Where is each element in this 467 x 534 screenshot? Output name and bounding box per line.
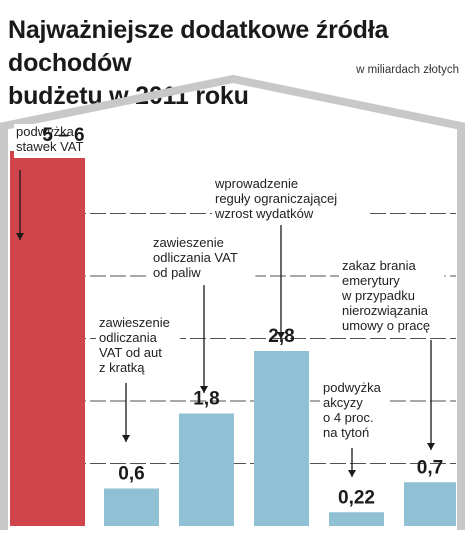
pointer-1-head <box>16 233 24 240</box>
unit-subtitle: w miliardach złotych <box>356 64 459 76</box>
category-label-4-line-1: wprowadzenie <box>214 176 298 191</box>
pointer-2-head <box>122 435 130 442</box>
label-bg-4 <box>212 176 368 225</box>
value-label-6: 0,7 <box>417 457 443 478</box>
label-bg-1 <box>14 124 91 158</box>
chart-frame <box>0 74 465 530</box>
category-label-6-line-2: emerytury <box>342 273 400 288</box>
category-label-2-line-2: odliczania <box>99 330 158 345</box>
category-label-1-line-1: podwyżka <box>16 124 75 139</box>
bar-4 <box>254 351 309 526</box>
label-bg-3 <box>150 235 256 284</box>
category-label-4-line-3: wzrost wydatków <box>214 206 314 221</box>
category-label-2-line-1: zawieszenie <box>99 315 170 330</box>
category-label-2-line-4: z kratką <box>99 360 145 375</box>
category-label-6-line-1: zakaz brania <box>342 258 416 273</box>
category-label-5-line-1: podwyżka <box>323 380 382 395</box>
bar-3 <box>179 413 234 526</box>
category-label-3-line-2: odliczania VAT <box>153 250 238 265</box>
bar-5 <box>329 512 384 526</box>
category-label-5-line-4: na tytoń <box>323 425 369 440</box>
label-bg-2 <box>96 315 181 379</box>
category-label-5-line-2: akcyzy <box>323 395 363 410</box>
bar-2 <box>104 488 159 526</box>
category-label-6-line-5: umowy o pracę <box>342 318 430 333</box>
pointer-4-head <box>277 332 285 339</box>
category-label-2-line-3: VAT od aut <box>99 345 162 360</box>
category-label-1-line-2: stawek VAT <box>16 139 83 154</box>
title-line-1: Najważniejsze dodatkowe źródła dochodów <box>8 16 389 77</box>
category-label-4-line-2: reguły ograniczającej <box>215 191 337 206</box>
value-label-3: 1,8 <box>193 389 219 410</box>
bar-1 <box>10 151 85 526</box>
label-bg-6 <box>339 258 445 337</box>
bar-6 <box>404 482 456 526</box>
label-bg-5 <box>320 380 390 444</box>
value-label-2: 0,6 <box>118 464 144 485</box>
value-label-1: 5 – 6 <box>42 125 84 146</box>
pointer-3-head <box>200 386 208 393</box>
category-label-5-line-3: o 4 proc. <box>323 410 374 425</box>
category-label-6-line-4: nierozwiązania <box>342 303 429 318</box>
chart-title: Najważniejsze dodatkowe źródła dochodów … <box>8 14 467 113</box>
category-label-6-line-3: w przypadku <box>341 288 415 303</box>
pointer-5-head <box>348 470 356 477</box>
pointer-6-head <box>427 443 435 450</box>
category-label-3-line-1: zawieszenie <box>153 235 224 250</box>
value-label-5: 0,22 <box>338 487 375 508</box>
category-label-3-line-3: od paliw <box>153 265 201 280</box>
